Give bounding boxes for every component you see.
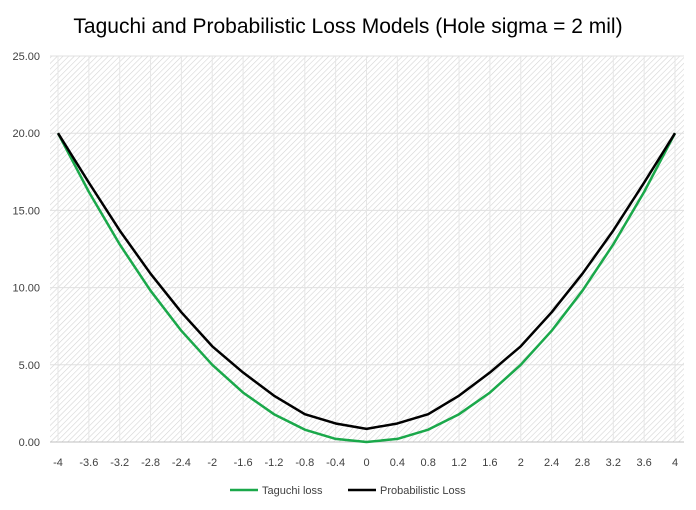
x-tick-label: -2.8 (141, 457, 160, 469)
x-tick-label: 0.8 (421, 457, 436, 469)
x-tick-label: 2 (518, 457, 524, 469)
x-tick-label: 1.2 (451, 457, 466, 469)
x-tick-label: -1.2 (264, 457, 283, 469)
x-tick-label: 0 (363, 457, 369, 469)
y-tick-label: 25.00 (12, 51, 40, 63)
y-tick-label: 10.00 (12, 283, 40, 295)
chart-title: Taguchi and Probabilistic Loss Models (H… (73, 15, 622, 38)
x-tick-label: 4 (672, 457, 678, 469)
x-tick-label: 0.4 (390, 457, 405, 469)
x-tick-label: -1.6 (234, 457, 253, 469)
y-tick-label: 5.00 (19, 360, 40, 372)
x-tick-label: 3.6 (637, 457, 652, 469)
y-tick-label: 15.00 (12, 205, 40, 217)
x-tick-label: 2.8 (575, 457, 590, 469)
legend-label-taguchi: Taguchi loss (262, 485, 323, 497)
legend: Taguchi loss Probabilistic Loss (230, 485, 466, 497)
legend-label-probabilistic: Probabilistic Loss (380, 485, 466, 497)
x-tick-label: 1.6 (482, 457, 497, 469)
y-tick-label: 20.00 (12, 128, 40, 140)
x-tick-label: -3.6 (79, 457, 98, 469)
x-tick-label: 2.4 (544, 457, 559, 469)
x-tick-label: 3.2 (606, 457, 621, 469)
y-tick-label: 0.00 (19, 437, 40, 449)
x-tick-label: -0.8 (295, 457, 314, 469)
x-tick-label: -3.2 (110, 457, 129, 469)
x-tick-label: -2 (207, 457, 217, 469)
x-tick-label: -0.4 (326, 457, 345, 469)
x-tick-label: -2.4 (172, 457, 191, 469)
x-tick-label: -4 (53, 457, 63, 469)
